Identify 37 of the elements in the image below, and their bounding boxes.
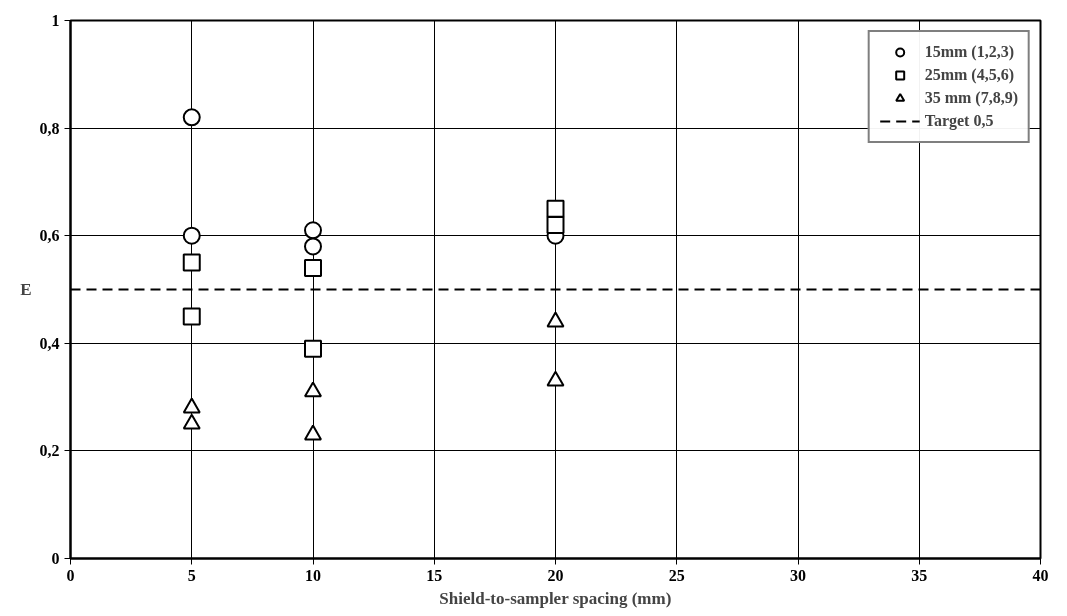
- y-tick-label: 0: [51, 550, 60, 567]
- point: [182, 226, 201, 245]
- x-tick-label: 40: [1032, 566, 1049, 584]
- y-tick-label: 0,4: [39, 334, 60, 352]
- y-tick-label: 0,2: [39, 442, 60, 460]
- x-axis-title: Shield-to-sampler spacing (mm): [439, 588, 672, 608]
- point: [546, 215, 565, 234]
- y-tick-label: 0,6: [39, 227, 60, 245]
- point: [182, 307, 201, 326]
- y-tick-label: 1: [51, 12, 60, 29]
- legend-label: 15mm (1,2,3): [924, 43, 1014, 61]
- point: [546, 311, 565, 328]
- point: [182, 253, 201, 272]
- point: [546, 199, 565, 218]
- x-tick-label: 20: [547, 566, 564, 584]
- point: [304, 221, 322, 240]
- legend-label: 25mm (4,5,6): [924, 66, 1014, 84]
- x-tick-label: 5: [187, 566, 196, 584]
- point: [304, 424, 322, 441]
- x-tick-label: 10: [305, 566, 321, 584]
- legend-label: Target 0,5: [924, 112, 994, 130]
- x-tick-label: 30: [790, 566, 806, 584]
- point: [304, 237, 322, 256]
- point: [304, 381, 322, 398]
- point: [546, 370, 565, 387]
- y-axis-title: E: [20, 280, 32, 299]
- point: [182, 108, 201, 127]
- x-tick-label: 15: [426, 566, 443, 584]
- x-tick-label: 0: [66, 566, 75, 584]
- point: [304, 258, 322, 277]
- legend-label: 35 mm (7,8,9): [924, 89, 1018, 107]
- point: [182, 413, 201, 430]
- y-tick-label: 0,8: [39, 119, 60, 137]
- x-tick-label: 25: [668, 566, 685, 584]
- x-tick-label: 35: [911, 566, 928, 584]
- point: [304, 339, 322, 358]
- point: [182, 397, 201, 414]
